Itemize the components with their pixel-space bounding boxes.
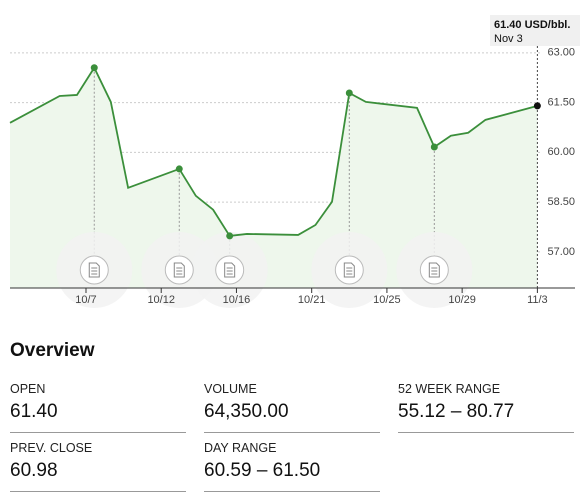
stat-value: 60.59 – 61.50 <box>204 460 321 481</box>
stat-value: 55.12 – 80.77 <box>398 401 515 422</box>
stat: OPEN 61.40 <box>10 382 186 433</box>
x-tick-label: 10/12 <box>147 294 175 306</box>
y-tick-label: 57.00 <box>547 246 575 258</box>
stat-label: DAY RANGE <box>204 441 277 455</box>
tooltip-box <box>490 15 580 46</box>
stat-label: OPEN <box>10 382 46 396</box>
area <box>10 67 538 288</box>
event-point <box>226 232 234 240</box>
document-icon <box>428 262 440 278</box>
current-point <box>533 102 541 110</box>
event-button <box>334 255 364 285</box>
overview: Overview OPEN 61.40 VOLUME 64,350.00 52 WEEK… <box>10 340 576 492</box>
stat-label: VOLUME <box>204 382 257 396</box>
event-button <box>419 255 449 285</box>
event-point <box>175 165 183 173</box>
x-tick-label: 10/21 <box>298 294 326 306</box>
event-point <box>430 143 438 151</box>
event-point <box>345 89 353 97</box>
tooltip-date: Nov 3 <box>494 33 523 45</box>
document-icon <box>224 262 236 278</box>
document-icon <box>88 262 100 278</box>
overview-title: Overview <box>10 340 95 361</box>
event-button <box>164 255 194 285</box>
stat: DAY RANGE 60.59 – 61.50 <box>204 441 380 492</box>
x-tick-label: 10/29 <box>448 294 476 306</box>
stat: VOLUME 64,350.00 <box>204 382 380 433</box>
event-point <box>90 64 98 72</box>
tooltip-price: 61.40 USD/bbl. <box>494 19 570 31</box>
document-icon <box>343 262 355 278</box>
x-tick-label: 11/3 <box>527 294 548 306</box>
x-tick-label: 10/16 <box>223 294 251 306</box>
event-button <box>79 255 109 285</box>
stat: 52 WEEK RANGE 55.12 – 80.77 <box>398 382 574 433</box>
y-tick-label: 61.50 <box>547 96 575 108</box>
x-tick-label: 10/7 <box>75 294 96 306</box>
chart: 57.00 58.50 60.00 61.50 63.00 10/7 10/12 10/16 1… <box>9 15 580 308</box>
stat-value: 64,350.00 <box>204 401 289 422</box>
stat: PREV. CLOSE 60.98 <box>10 441 186 492</box>
x-tick-label: 10/25 <box>373 294 401 306</box>
overview-grid: OPEN 61.40 VOLUME 64,350.00 52 WEEK RANGE 55.… <box>10 382 576 492</box>
y-tick-label: 60.00 <box>547 146 575 158</box>
price-line <box>9 65 538 237</box>
y-tick-label: 63.00 <box>547 47 575 59</box>
event-button <box>215 255 245 285</box>
stat-value: 61.40 <box>10 401 58 422</box>
document-icon <box>173 262 185 278</box>
stat-value: 60.98 <box>10 460 58 481</box>
stat-label: 52 WEEK RANGE <box>398 382 501 396</box>
stat-label: PREV. CLOSE <box>10 441 93 455</box>
y-tick-label: 58.50 <box>547 196 575 208</box>
